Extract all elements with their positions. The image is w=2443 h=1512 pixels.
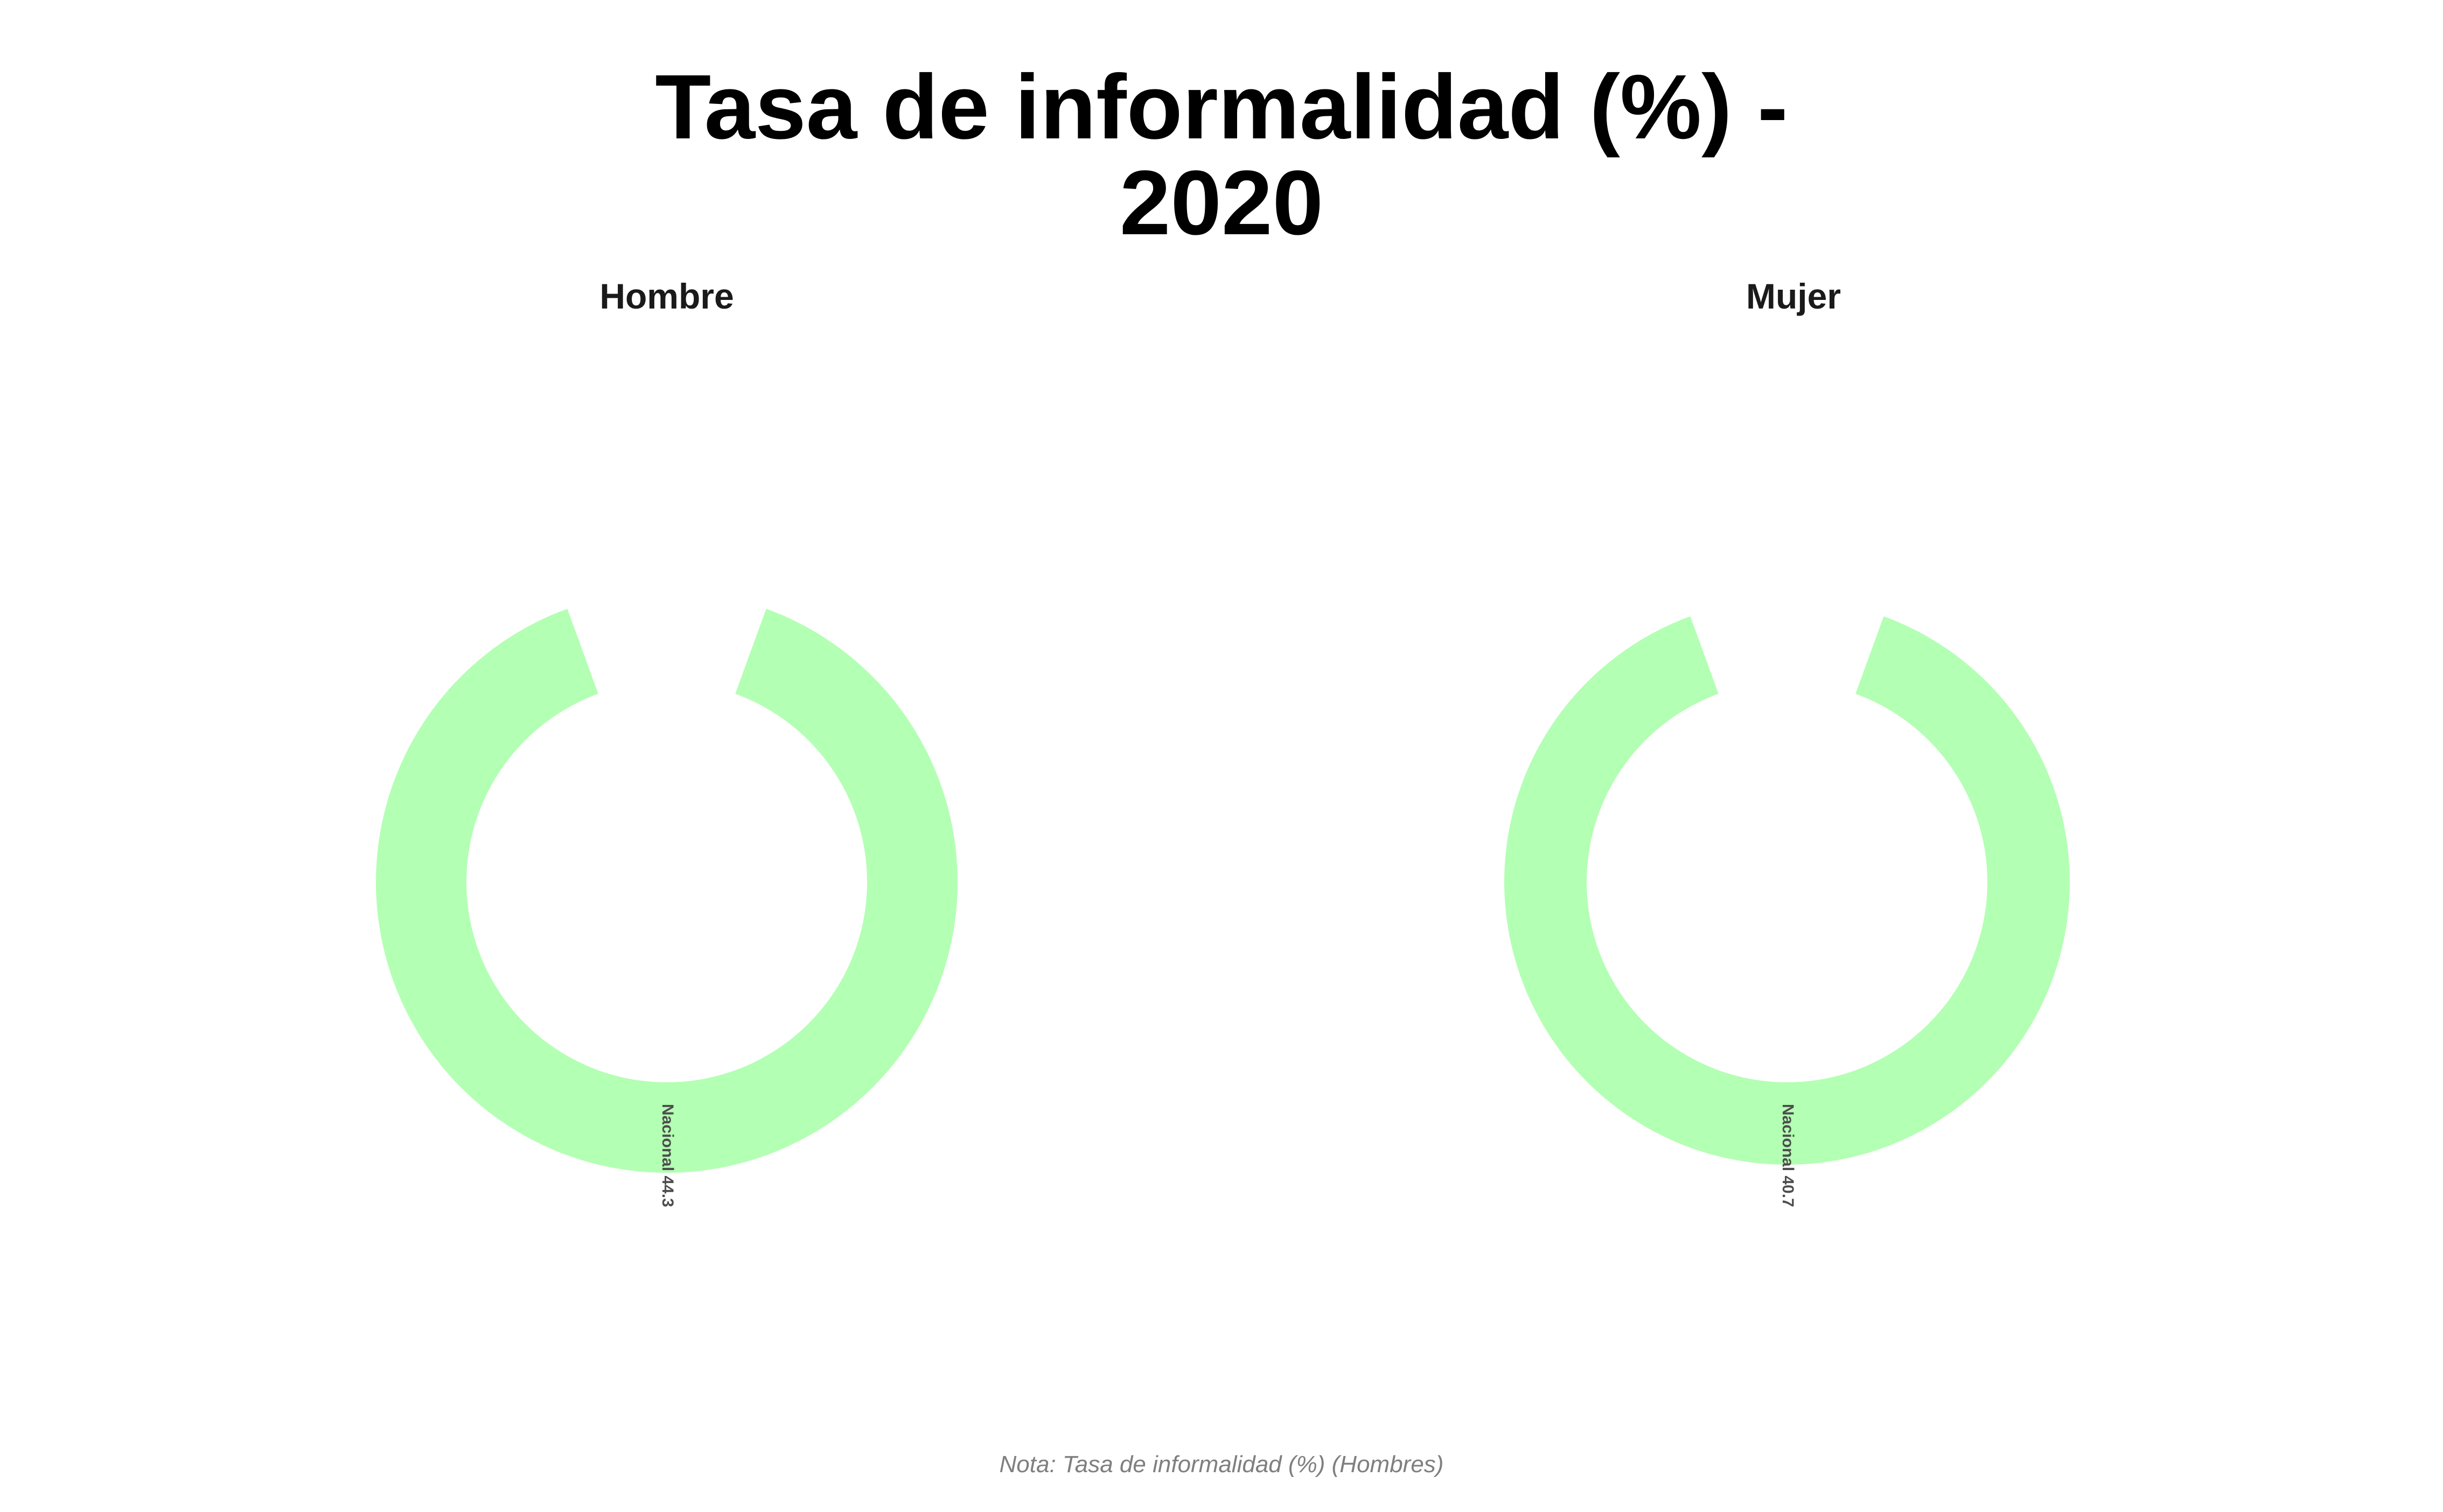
facet-label-mujer: Mujer	[1746, 276, 1841, 316]
donut-segment-mujer-nacional	[1504, 616, 2070, 1165]
donut-segment-hombre-nacional	[376, 608, 958, 1173]
chart-title: Tasa de informalidad (%) - 2020	[0, 59, 2443, 251]
facet-mujer: Nacional 40.7	[1504, 616, 2070, 1207]
data-label-mujer: Nacional 40.7	[1779, 1104, 1797, 1207]
chart-title-line1: Tasa de informalidad (%) -	[655, 56, 1788, 158]
facet-hombre: Nacional 44.3	[376, 608, 958, 1207]
chart-title-line2: 2020	[1119, 152, 1324, 254]
chart-caption: Nota: Tasa de informalidad (%) (Hombres)	[999, 1451, 1444, 1478]
data-label-hombre: Nacional 44.3	[659, 1104, 676, 1207]
facet-label-hombre: Hombre	[599, 276, 734, 316]
